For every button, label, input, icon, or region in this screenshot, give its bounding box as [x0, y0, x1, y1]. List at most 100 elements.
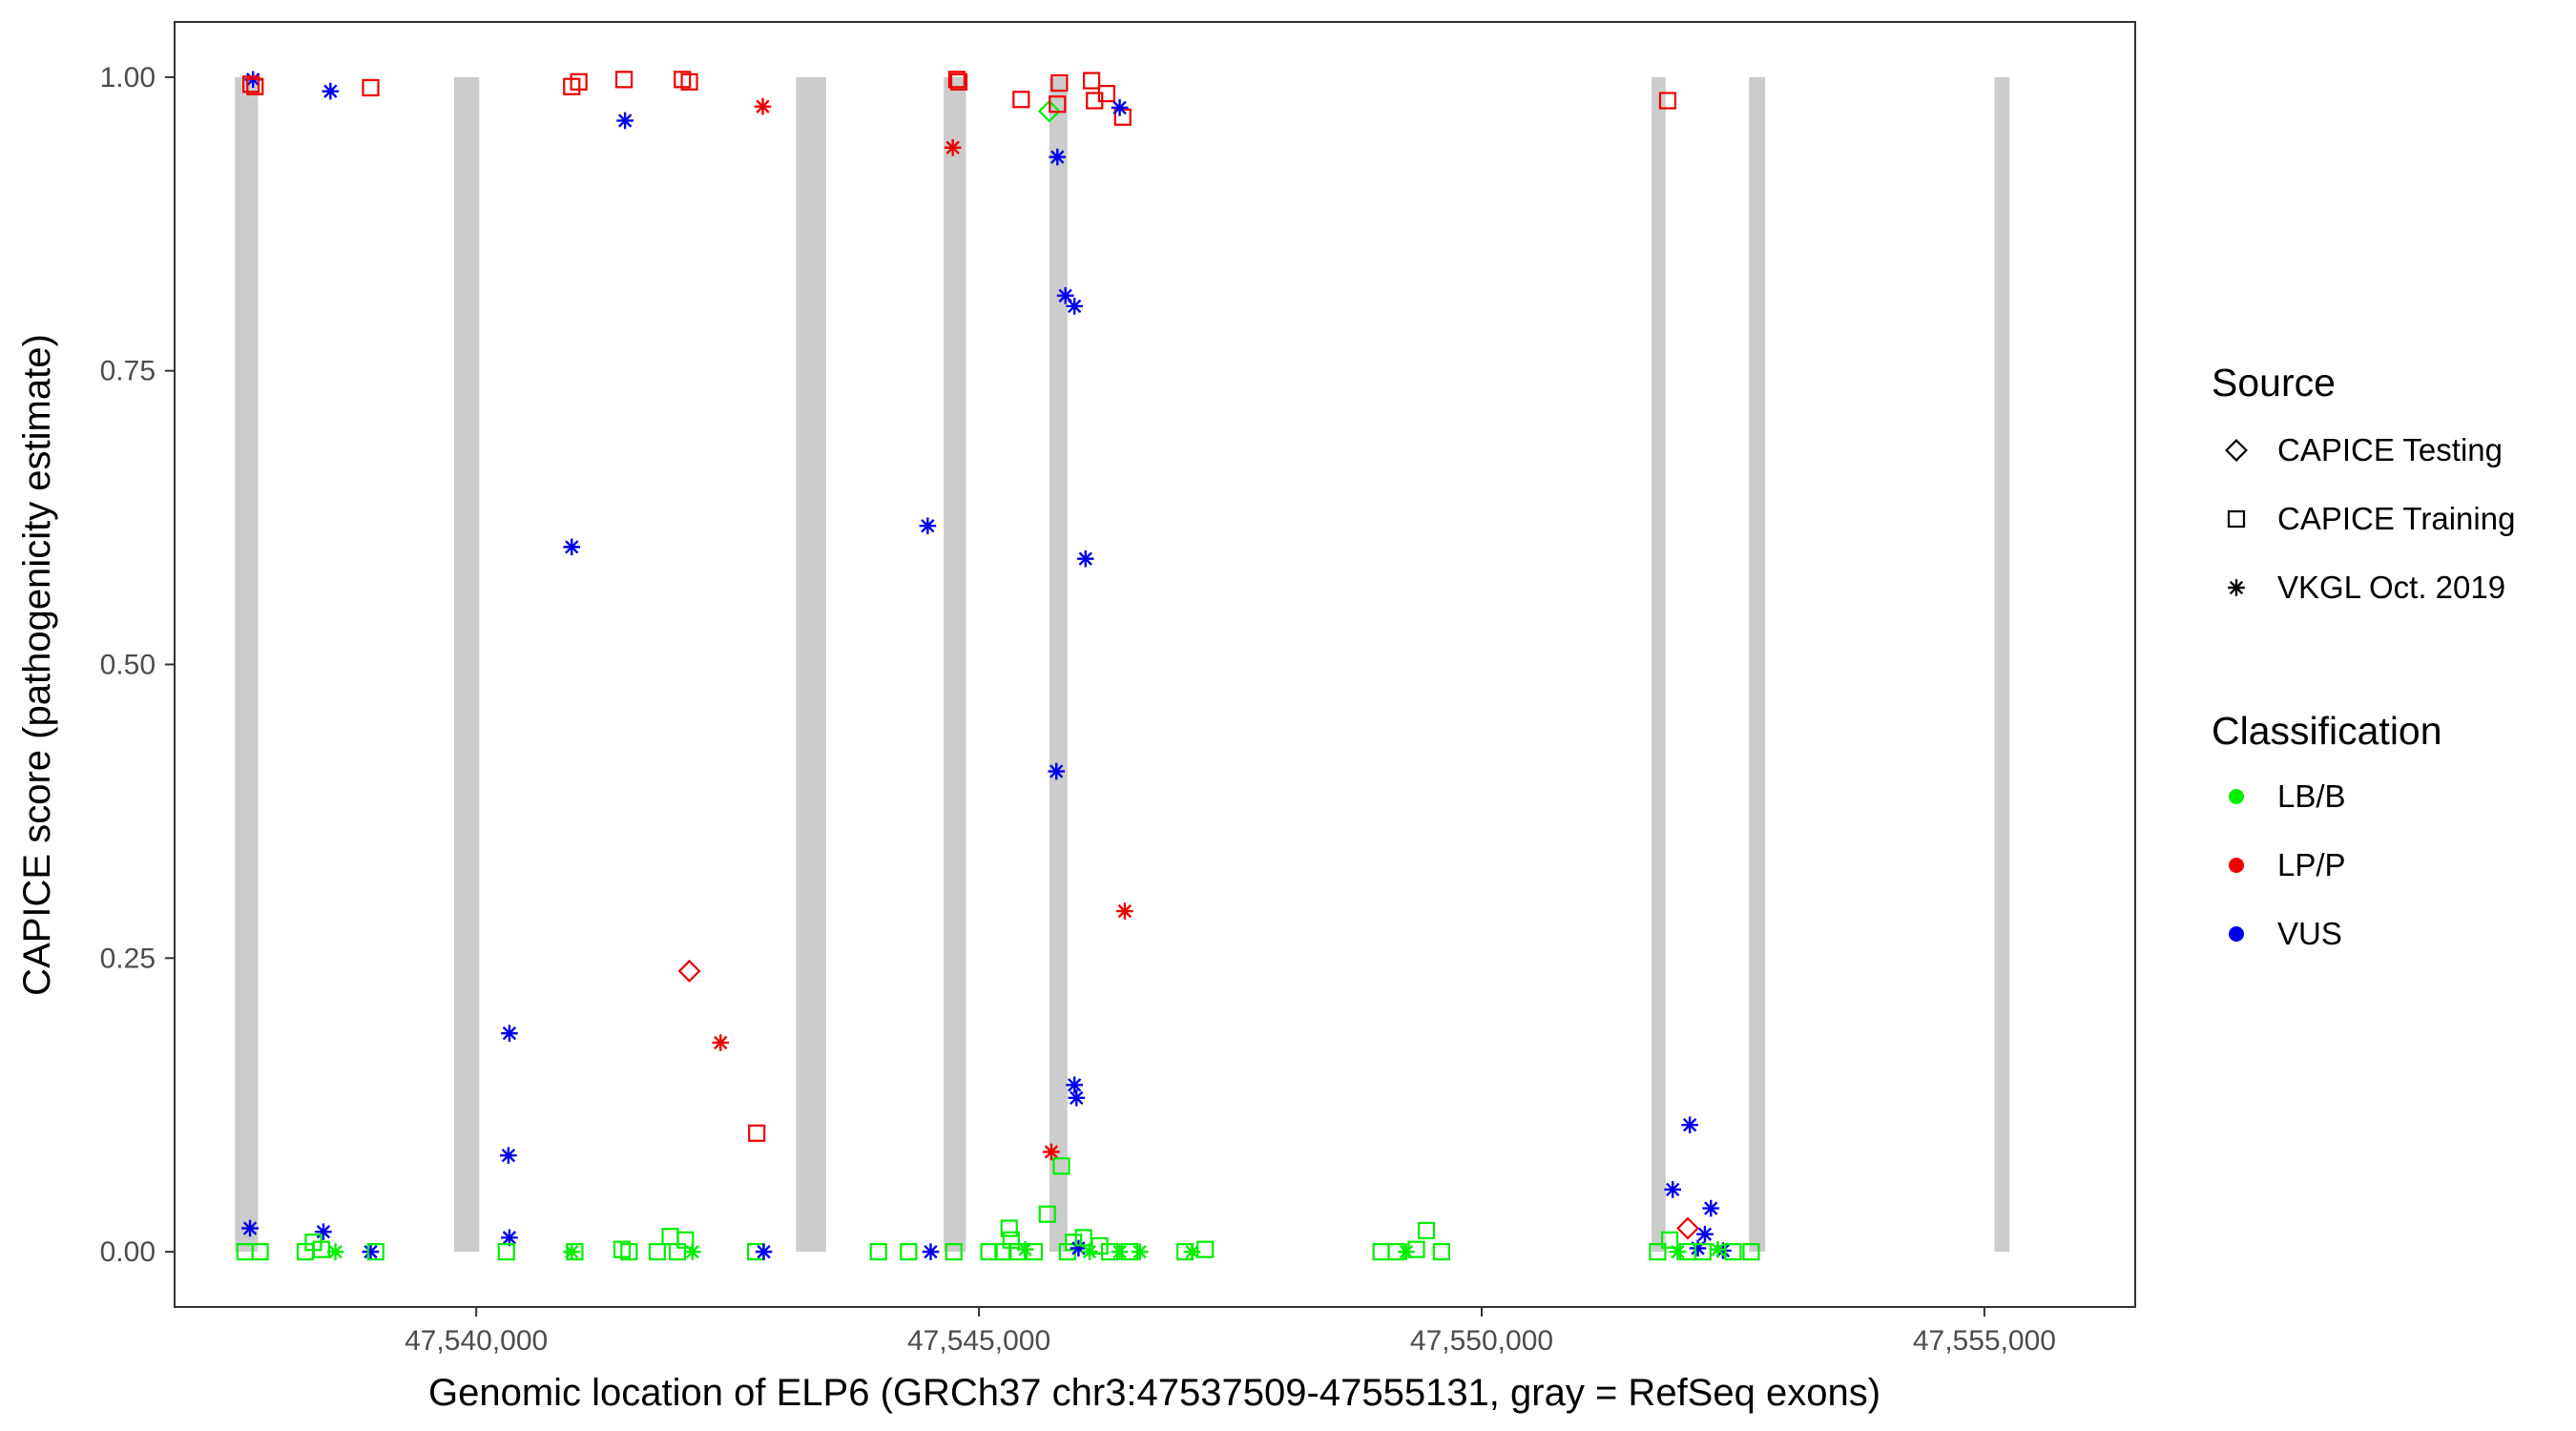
data-point-70 [676, 1231, 695, 1249]
data-point-52 [1696, 1225, 1714, 1243]
data-point-89 [1081, 1243, 1098, 1260]
data-point-46 [315, 1223, 332, 1240]
data-point-11 [680, 73, 698, 91]
data-point-47 [362, 1243, 380, 1260]
data-point-97 [1196, 1240, 1215, 1258]
data-point-111 [1742, 1243, 1760, 1261]
exon-band-1 [235, 76, 259, 1253]
data-point-90 [1091, 1236, 1109, 1255]
data-point-74 [869, 1243, 887, 1261]
legend-class-label-1: LB/B [2277, 778, 2346, 814]
data-point-105 [1660, 1231, 1679, 1249]
legend-classification-title: Classification [2212, 709, 2442, 753]
data-point-60 [326, 1243, 344, 1260]
data-point-48 [1681, 1116, 1698, 1133]
legend-source-label-2: CAPICE Training [2277, 501, 2515, 536]
data-point-25 [1049, 148, 1067, 166]
data-point-50 [1702, 1199, 1720, 1217]
data-point-51 [1676, 1216, 1699, 1240]
data-point-2 [241, 75, 260, 93]
data-point-9 [616, 112, 634, 130]
data-point-96 [1183, 1243, 1201, 1260]
data-point-109 [1709, 1240, 1727, 1258]
y-axis-label: CAPICE score (pathogenicity estimate) [16, 334, 58, 996]
data-point-13 [947, 71, 966, 89]
data-point-37 [748, 1124, 766, 1142]
data-point-49 [1664, 1181, 1682, 1198]
data-point-104 [1649, 1243, 1667, 1261]
data-point-77 [945, 1243, 963, 1261]
y-tick-label-4: 0.75 [100, 356, 156, 387]
data-point-66 [620, 1243, 638, 1261]
data-point-61 [366, 1243, 384, 1261]
y-tick-label-5: 1.00 [100, 62, 156, 93]
data-point-7 [570, 73, 588, 91]
x-tick-label-4: 47,555,000 [1913, 1325, 2056, 1357]
data-point-86 [1065, 1234, 1083, 1252]
data-point-94 [1131, 1243, 1149, 1260]
legend-key-dot-1 [2229, 789, 2244, 804]
data-point-103 [1432, 1243, 1450, 1261]
x-axis: 47,540,000 47,545,000 47,550,000 47,555,000 [405, 1307, 2056, 1357]
data-point-62 [497, 1243, 515, 1261]
legend-class-label-2: LP/P [2277, 847, 2346, 882]
data-point-42 [1038, 1205, 1056, 1223]
data-point-15 [944, 138, 962, 156]
exon-band-6 [1652, 76, 1666, 1253]
data-point-41 [1052, 1157, 1070, 1175]
data-point-64 [566, 1243, 584, 1261]
data-point-102 [1417, 1221, 1436, 1240]
y-axis: 0.00 0.25 0.50 0.75 1.00 [100, 62, 175, 1268]
exon-band-8 [1994, 76, 2010, 1253]
data-point-30 [919, 517, 937, 535]
data-point-63 [563, 1243, 581, 1260]
data-point-12 [754, 97, 772, 115]
data-point-39 [1068, 1089, 1086, 1107]
data-point-56 [251, 1243, 269, 1261]
data-point-84 [1025, 1243, 1044, 1261]
data-point-73 [755, 1243, 773, 1260]
legend-key-square [2227, 509, 2246, 529]
data-point-34 [677, 959, 701, 983]
legend-source-items: CAPICE Testing CAPICE Training VKGL Oct. 2… [2225, 432, 2515, 605]
data-point-17 [1037, 99, 1061, 123]
data-point-87 [1070, 1239, 1088, 1257]
data-point-31 [1076, 550, 1094, 568]
x-axis-label: Genomic location of ELP6 (GRCh37 chr3:47… [428, 1372, 1880, 1414]
legend-key-dot-3 [2229, 926, 2244, 942]
data-point-38 [1066, 1076, 1083, 1094]
data-point-67 [648, 1243, 666, 1261]
data-point-83 [1016, 1240, 1034, 1258]
exon-band-2 [453, 76, 480, 1253]
legend-source-label-1: CAPICE Testing [2277, 432, 2503, 467]
data-point-108 [1693, 1243, 1712, 1261]
exon-bands [235, 76, 2010, 1253]
legend-key-diamond [2225, 439, 2248, 462]
exon-band-4 [944, 76, 966, 1253]
data-point-5 [362, 78, 380, 97]
exon-band-3 [796, 76, 826, 1253]
data-point-45 [241, 1219, 259, 1237]
data-point-78 [980, 1243, 998, 1261]
y-tick-label-2: 0.25 [100, 943, 156, 974]
y-tick-label-1: 0.00 [100, 1236, 156, 1268]
data-point-19 [1050, 73, 1069, 93]
data-point-36 [712, 1034, 730, 1051]
data-point-20 [1083, 72, 1101, 90]
data-point-29 [563, 538, 581, 556]
data-point-81 [1002, 1231, 1020, 1249]
data-point-80 [1000, 1219, 1018, 1237]
data-point-100 [1398, 1243, 1415, 1260]
exon-band-5 [1049, 76, 1068, 1253]
x-tick-label-1: 47,540,000 [405, 1325, 548, 1357]
legend-source-title: Source [2212, 361, 2336, 404]
data-points [236, 71, 1760, 1261]
data-point-75 [900, 1243, 918, 1261]
exon-band-7 [1749, 76, 1766, 1253]
legend-key-asterisk [2228, 579, 2245, 596]
legend-classification-items: LB/B LP/P VUS [2229, 778, 2346, 951]
legend-source-label-3: VKGL Oct. 2019 [2277, 570, 2505, 605]
data-point-4 [322, 82, 340, 100]
